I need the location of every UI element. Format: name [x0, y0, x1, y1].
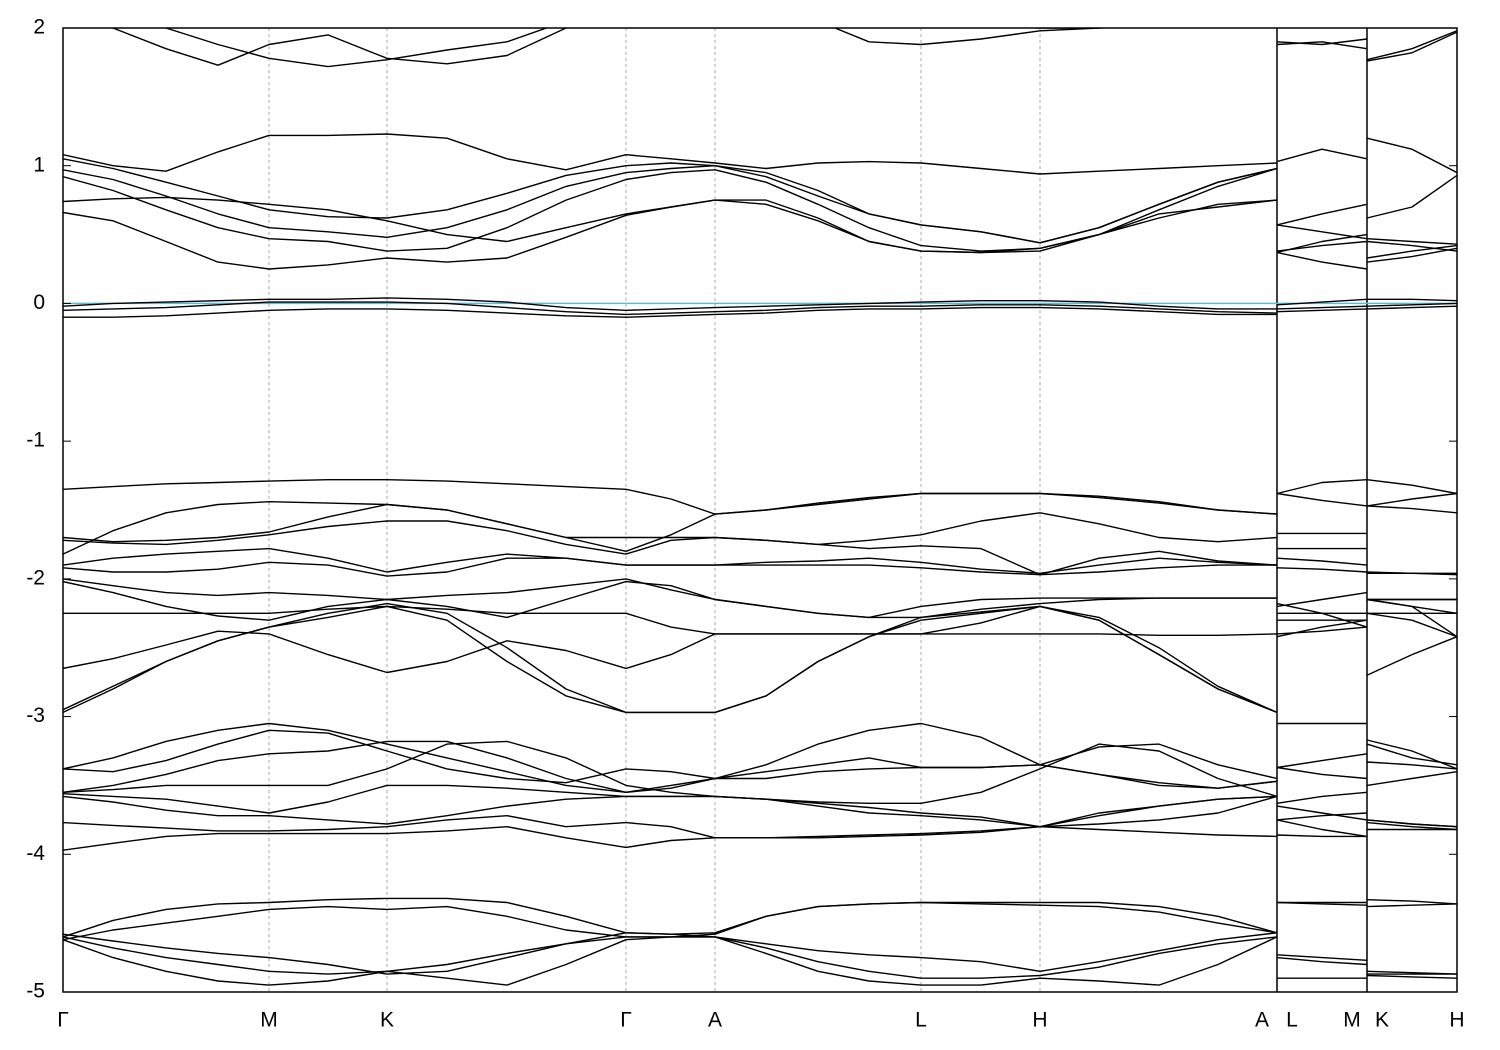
- x-tick-label: K: [1375, 1009, 1389, 1032]
- band-line: [63, 826, 1457, 851]
- band-line: [63, 598, 1457, 714]
- band-line: [63, 729, 1457, 789]
- x-tick-label: H: [1032, 1009, 1047, 1032]
- band-line: [63, 167, 1457, 263]
- band-line: [63, 196, 1457, 270]
- y-tick-label: 1: [33, 153, 45, 176]
- band-line: [63, 520, 1457, 576]
- x-tick-label: Γ: [57, 1009, 69, 1032]
- band-line: [63, 936, 1457, 986]
- band-line: [63, 492, 1457, 555]
- band-line: [63, 305, 1457, 318]
- band-line: [63, 297, 1457, 311]
- band-line: [63, 722, 1457, 793]
- y-tick-label: -4: [26, 842, 45, 865]
- band-line: [110, 28, 1457, 66]
- band-line: [63, 503, 1457, 546]
- band-line: [63, 897, 1457, 938]
- grid: [268, 28, 1368, 992]
- x-tick-label: L: [915, 1009, 927, 1032]
- y-tick-label: 2: [33, 16, 45, 39]
- band-line: [63, 301, 1457, 316]
- band-line: [63, 605, 1457, 714]
- x-tick-label: A: [708, 1009, 722, 1032]
- y-tick-label: -5: [26, 980, 45, 1003]
- y-tick-label: 0: [33, 291, 45, 314]
- x-tick-label: K: [380, 1009, 394, 1032]
- x-tick-label: A: [1255, 1009, 1269, 1032]
- band-line: [63, 547, 1457, 574]
- band-line: [63, 784, 1457, 828]
- band-line: [63, 740, 1457, 804]
- band-line: [63, 133, 1457, 175]
- plot-frame: [62, 27, 1458, 993]
- band-line: [63, 795, 1457, 839]
- y-tick-label: -2: [26, 566, 45, 589]
- x-tick-label: M: [260, 1009, 278, 1032]
- band-line: [63, 932, 1457, 975]
- band-line: [164, 28, 1457, 68]
- band-line: [63, 199, 1457, 270]
- y-tick-label: -3: [26, 704, 45, 727]
- plot-area: [63, 28, 1457, 986]
- x-tick-label: H: [1449, 1009, 1464, 1032]
- x-tick-label: M: [1343, 1009, 1361, 1032]
- y-tick-label: -1: [26, 429, 45, 452]
- band-line: [63, 479, 1457, 515]
- band-line: [63, 580, 1457, 628]
- band-line: [63, 605, 1457, 636]
- band-line: [63, 578, 1457, 619]
- band-line: [63, 901, 1457, 941]
- x-tick-label: L: [1286, 1009, 1298, 1032]
- band-line: [63, 795, 1457, 828]
- band-line: [63, 740, 1457, 793]
- x-tick-label: Γ: [620, 1009, 632, 1032]
